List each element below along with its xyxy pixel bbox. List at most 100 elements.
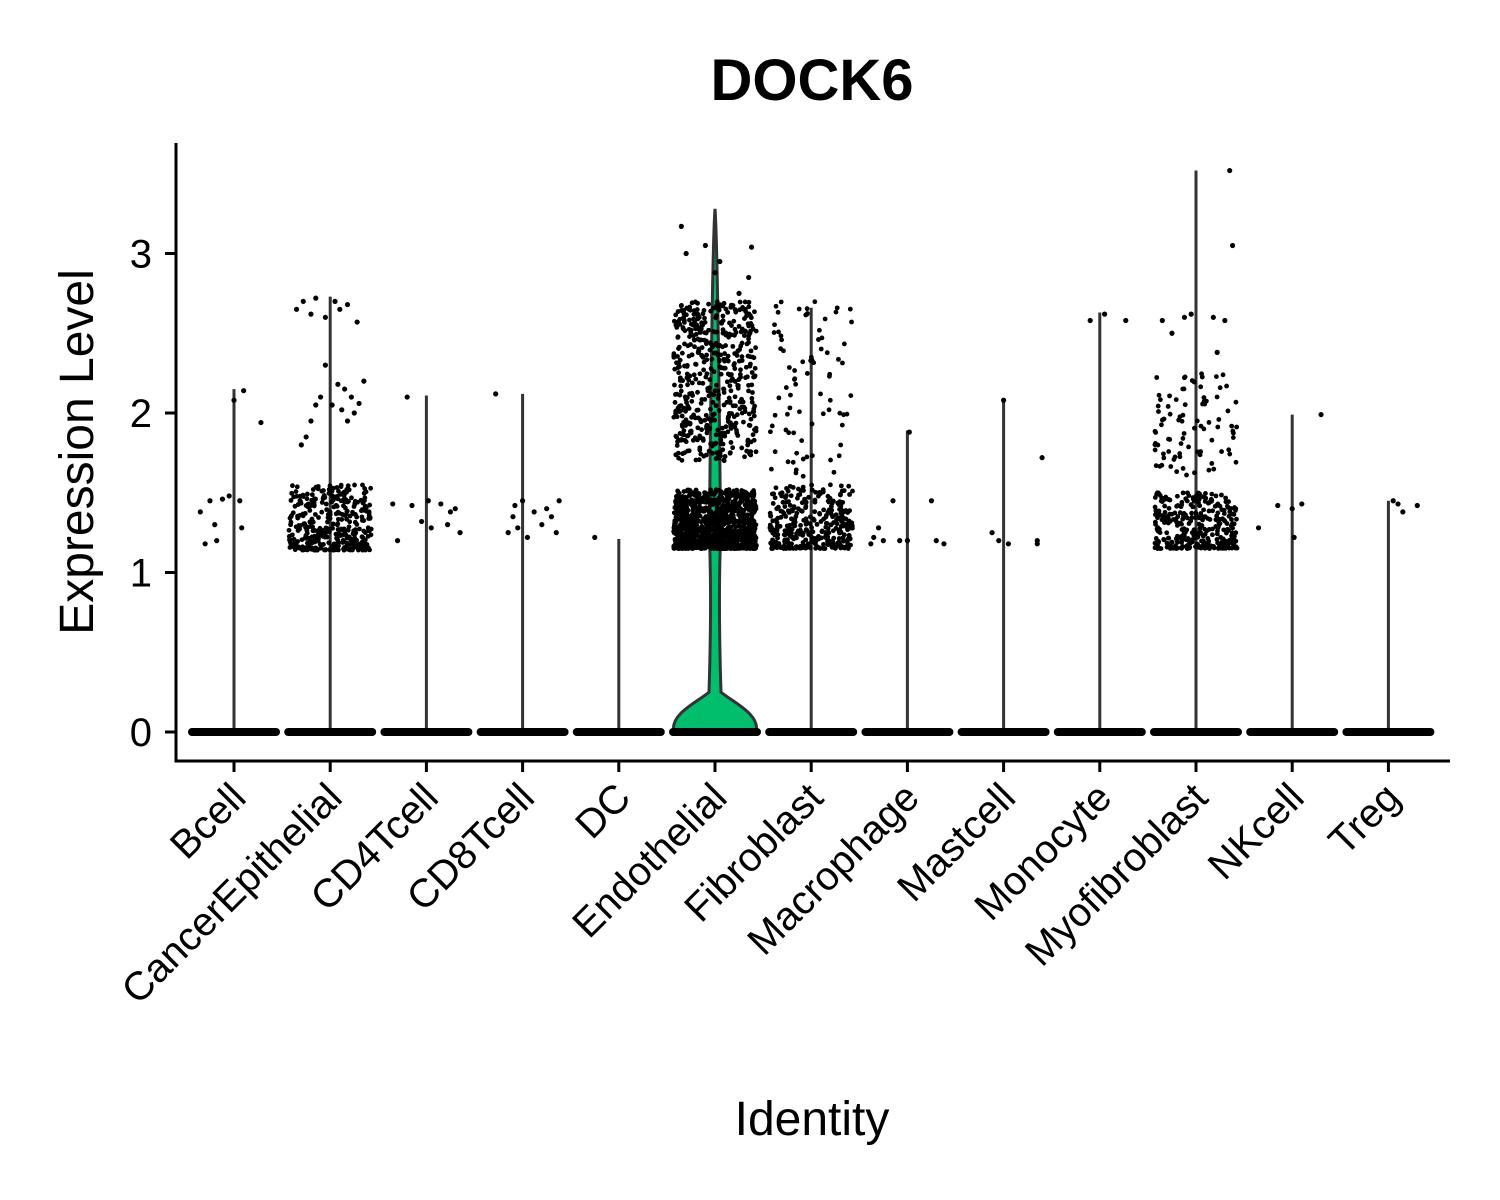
jitter-point (1200, 517, 1205, 523)
jitter-point (307, 503, 313, 509)
jitter-point (749, 510, 755, 516)
jitter-point (352, 498, 358, 504)
jitter-point (1196, 521, 1202, 527)
jitter-point (288, 497, 294, 503)
jitter-point (1184, 472, 1189, 478)
zero-points (957, 728, 1050, 736)
jitter-point (724, 487, 729, 493)
jitter-point (359, 514, 365, 520)
jitter-point (838, 483, 844, 489)
jitter-point (725, 371, 731, 377)
jitter-point (330, 493, 335, 499)
jitter-point (334, 503, 340, 509)
jitter-point (846, 532, 852, 538)
jitter-point (691, 311, 697, 317)
jitter-point (678, 388, 684, 394)
jitter-point (808, 539, 814, 545)
jitter-point (322, 314, 328, 320)
jitter-point (1181, 386, 1187, 392)
jitter-point (702, 417, 708, 423)
jitter-point (681, 428, 687, 434)
jitter-point (718, 437, 724, 443)
jitter-point (1154, 375, 1160, 380)
jitter-point (682, 328, 688, 334)
jitter-point (698, 528, 704, 534)
jitter-point (676, 510, 682, 516)
jitter-point (711, 536, 717, 542)
jitter-point (675, 322, 681, 328)
jitter-point (722, 351, 728, 356)
jitter-point (818, 391, 823, 397)
jitter-point (365, 525, 371, 531)
jitter-point (258, 419, 264, 426)
jitter-point (359, 534, 365, 540)
jitter-point (1198, 384, 1204, 390)
jitter-point (1229, 423, 1235, 429)
jitter-point (698, 419, 704, 425)
jitter-point (694, 407, 700, 413)
jitter-point (701, 337, 707, 343)
jitter-point (687, 429, 693, 434)
jitter-point (1198, 449, 1203, 455)
jitter-point (691, 372, 697, 378)
jitter-point (783, 532, 788, 538)
jitter-point (1158, 498, 1164, 504)
jitter-point (804, 454, 810, 460)
jitter-point (345, 541, 350, 547)
jitter-point (310, 524, 316, 530)
jitter-point (721, 356, 727, 362)
jitter-point (685, 403, 691, 409)
jitter-point (686, 420, 692, 426)
jitter-point (718, 539, 724, 545)
jitter-point (677, 431, 683, 436)
jitter-point (792, 368, 798, 373)
jitter-point (742, 307, 748, 312)
jitter-point (727, 450, 733, 456)
jitter-point (1233, 399, 1239, 405)
jitter-point (748, 315, 754, 321)
jitter-point (701, 539, 707, 544)
jitter-point (714, 525, 720, 530)
jitter-point (826, 373, 832, 379)
jitter-point (785, 459, 791, 465)
jitter-point (737, 372, 743, 377)
jitter-point (747, 533, 753, 539)
jitter-point (1179, 502, 1185, 508)
jitter-point (746, 411, 752, 417)
jitter-point (769, 491, 775, 497)
jitter-point (673, 392, 678, 397)
x-axis-title: Identity (735, 1093, 890, 1146)
jitter-point (700, 437, 706, 443)
jitter-point (515, 525, 521, 531)
jitter-point (699, 320, 705, 326)
jitter-point (324, 507, 330, 513)
jitter-point (321, 493, 327, 498)
jitter-point (686, 493, 692, 499)
jitter-point (1162, 503, 1168, 509)
jitter-point (775, 535, 780, 541)
jitter-point (843, 516, 849, 522)
jitter-point (1159, 462, 1165, 468)
jitter-point (326, 540, 332, 546)
jitter-point (1194, 418, 1200, 424)
jitter-point (741, 517, 747, 523)
jitter-point (734, 412, 740, 418)
jitter-point (1175, 514, 1181, 519)
jitter-point (1169, 330, 1175, 336)
jitter-point (1218, 534, 1224, 540)
jitter-point (304, 496, 310, 502)
jitter-point (840, 360, 845, 366)
jitter-point (1213, 524, 1219, 529)
jitter-point (312, 539, 318, 545)
jitter-point (906, 429, 912, 435)
jitter-point (786, 499, 791, 504)
jitter-point (730, 445, 736, 451)
jitter-point (1170, 517, 1176, 522)
jitter-point (788, 543, 794, 549)
jitter-point (290, 510, 296, 516)
jitter-point (839, 507, 845, 513)
jitter-point (704, 496, 710, 502)
jitter-point (512, 502, 518, 509)
jitter-point (791, 430, 797, 436)
jitter-point (1223, 539, 1229, 545)
